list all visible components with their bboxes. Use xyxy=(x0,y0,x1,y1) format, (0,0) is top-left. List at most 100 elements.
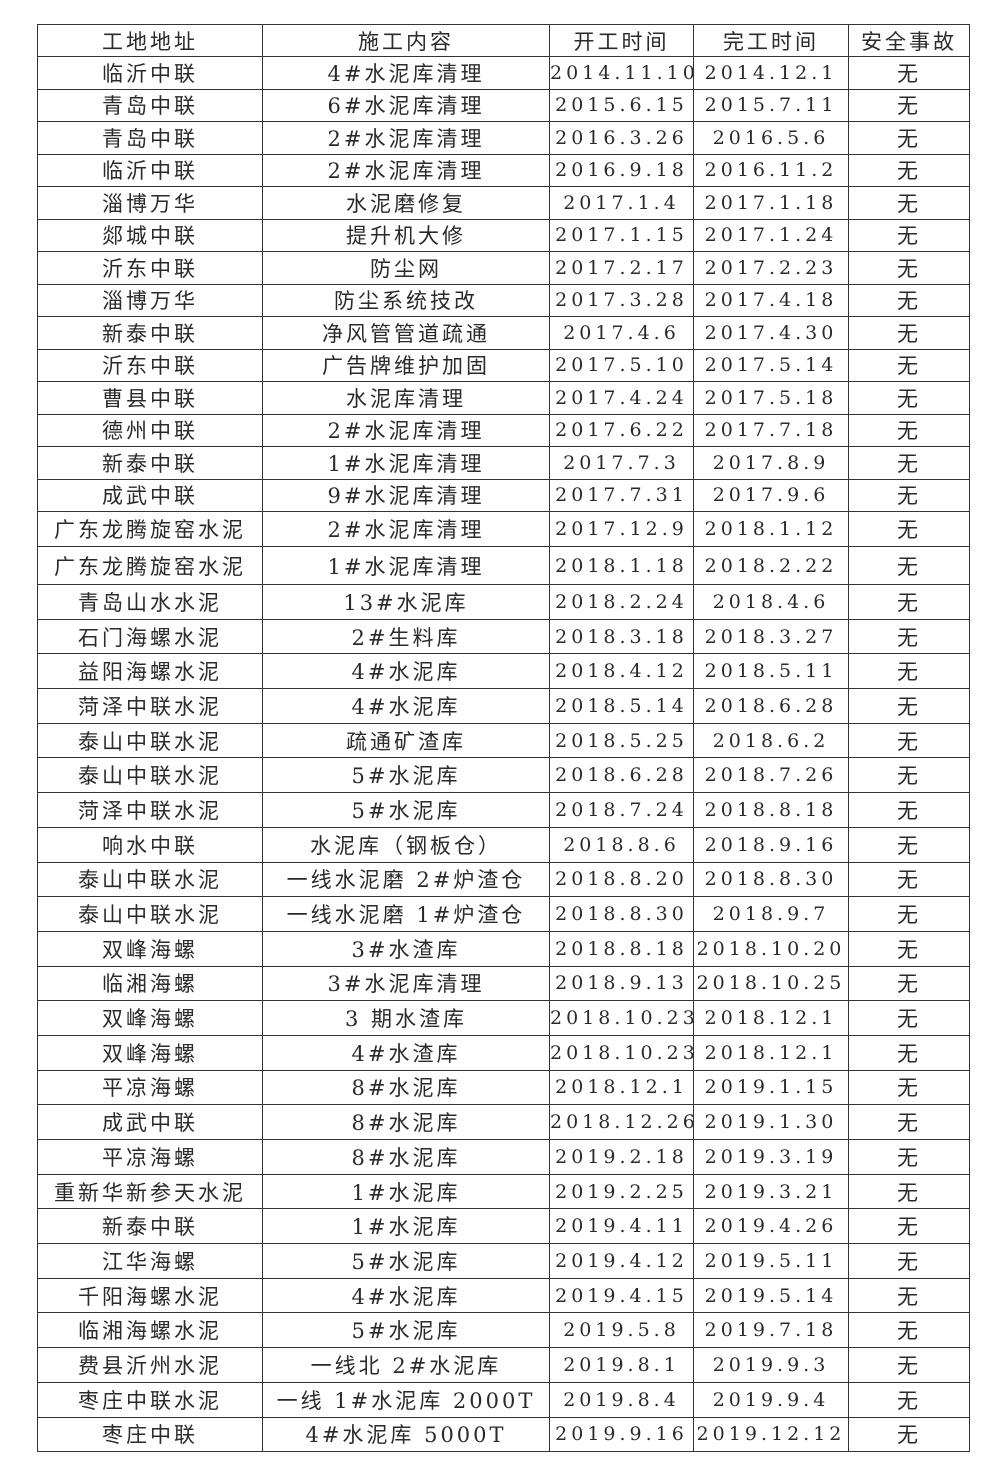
work-content-cell: 5#水泥库 xyxy=(262,1312,550,1349)
work-content-cell: 净风管管道疏通 xyxy=(262,316,550,350)
safety-incident-cell: 无 xyxy=(848,826,970,863)
start-date-cell: 2019.2.25 xyxy=(549,1173,694,1210)
site-address-cell: 枣庄中联 xyxy=(37,1416,263,1453)
site-address-cell: 沂东中联 xyxy=(37,251,263,285)
table-row: 菏泽中联水泥 5#水泥库 2018.7.24 2018.8.18 无 xyxy=(37,792,970,828)
work-content-cell: 防尘网 xyxy=(262,251,550,285)
site-address-cell: 费县沂州水泥 xyxy=(37,1347,263,1383)
safety-incident-cell: 无 xyxy=(848,1104,970,1140)
table-row: 费县沂州水泥 一线北 2#水泥库 2019.8.1 2019.9.3 无 xyxy=(37,1347,970,1383)
safety-incident-cell: 无 xyxy=(848,1243,970,1279)
start-date-cell: 2018.4.12 xyxy=(549,653,694,690)
end-date-cell: 2018.2.22 xyxy=(693,546,849,585)
site-address-cell: 曹县中联 xyxy=(37,381,263,415)
start-date-cell: 2018.12.26 xyxy=(549,1104,694,1140)
table-row: 成武中联 9#水泥库清理 2017.7.31 2017.9.6 无 xyxy=(37,478,970,512)
start-date-cell: 2014.11.10 xyxy=(549,56,694,90)
table-row: 江华海螺 5#水泥库 2019.4.12 2019.5.11 无 xyxy=(37,1243,970,1279)
work-content-cell: 提升机大修 xyxy=(262,218,550,252)
end-date-cell: 2018.4.6 xyxy=(693,584,849,620)
start-date-cell: 2017.1.4 xyxy=(549,186,694,220)
end-date-cell: 2018.6.28 xyxy=(693,688,849,724)
start-date-cell: 2016.3.26 xyxy=(549,121,694,155)
site-address-cell: 新泰中联 xyxy=(37,1208,263,1245)
table-row: 平凉海螺 8#水泥库 2018.12.1 2019.1.15 无 xyxy=(37,1069,970,1106)
safety-incident-cell: 无 xyxy=(848,1000,970,1036)
site-address-cell: 泰山中联水泥 xyxy=(37,861,263,898)
end-date-cell: 2017.5.14 xyxy=(693,348,849,382)
work-content-cell: 广告牌维护加固 xyxy=(262,348,550,382)
start-date-cell: 2017.4.6 xyxy=(549,316,694,350)
construction-records-table: 工地地址 施工内容 开工时间 完工时间 安全事故 临沂中联 4#水泥库清理 2014… xyxy=(37,24,970,1453)
safety-incident-cell: 无 xyxy=(848,1069,970,1106)
table-row: 双峰海螺 3 期水渣库 2018.10.23 2018.12.1 无 xyxy=(37,1000,970,1036)
table-row: 枣庄中联 4#水泥库 5000T 2019.9.16 2019.12.12 无 xyxy=(37,1416,970,1453)
safety-incident-cell: 无 xyxy=(848,153,970,187)
work-content-cell: 一线水泥磨 2#炉渣仓 xyxy=(262,861,550,898)
safety-incident-cell: 无 xyxy=(848,546,970,585)
table-row: 新泰中联 1#水泥库 2019.4.11 2019.4.26 无 xyxy=(37,1208,970,1245)
end-date-cell: 2019.12.12 xyxy=(693,1416,849,1453)
header-work-content: 施工内容 xyxy=(262,24,550,57)
work-content-cell: 水泥库清理 xyxy=(262,381,550,415)
table-row: 新泰中联 净风管管道疏通 2017.4.6 2017.4.30 无 xyxy=(37,316,970,350)
table-row: 临沂中联 2#水泥库清理 2016.9.18 2016.11.2 无 xyxy=(37,153,970,187)
end-date-cell: 2017.5.18 xyxy=(693,381,849,415)
end-date-cell: 2019.5.14 xyxy=(693,1277,849,1314)
safety-incident-cell: 无 xyxy=(848,757,970,794)
table-row: 石门海螺水泥 2#生料库 2018.3.18 2018.3.27 无 xyxy=(37,618,970,655)
start-date-cell: 2018.8.18 xyxy=(549,930,694,967)
table-row: 重新华新参天水泥 1#水泥库 2019.2.25 2019.3.21 无 xyxy=(37,1173,970,1210)
end-date-cell: 2018.9.7 xyxy=(693,896,849,932)
work-content-cell: 6#水泥库清理 xyxy=(262,88,550,122)
start-date-cell: 2019.8.1 xyxy=(549,1347,694,1383)
table-row: 青岛山水水泥 13#水泥库 2018.2.24 2018.4.6 无 xyxy=(37,584,970,620)
safety-incident-cell: 无 xyxy=(848,584,970,620)
table-row: 枣庄中联水泥 一线 1#水泥库 2000T 2019.8.4 2019.9.4 无 xyxy=(37,1381,970,1418)
start-date-cell: 2019.5.8 xyxy=(549,1312,694,1349)
site-address-cell: 青岛中联 xyxy=(37,121,263,155)
site-address-cell: 双峰海螺 xyxy=(37,1034,263,1071)
work-content-cell: 5#水泥库 xyxy=(262,757,550,794)
safety-incident-cell: 无 xyxy=(848,121,970,155)
header-site-address: 工地地址 xyxy=(37,24,263,57)
table-row: 曹县中联 水泥库清理 2017.4.24 2017.5.18 无 xyxy=(37,381,970,415)
work-content-cell: 2#水泥库清理 xyxy=(262,413,550,447)
end-date-cell: 2017.1.18 xyxy=(693,186,849,220)
work-content-cell: 1#水泥库清理 xyxy=(262,446,550,480)
safety-incident-cell: 无 xyxy=(848,1416,970,1453)
site-address-cell: 响水中联 xyxy=(37,826,263,863)
safety-incident-cell: 无 xyxy=(848,1347,970,1383)
start-date-cell: 2017.5.10 xyxy=(549,348,694,382)
end-date-cell: 2016.11.2 xyxy=(693,153,849,187)
table-row: 淄博万华 水泥磨修复 2017.1.4 2017.1.18 无 xyxy=(37,186,970,220)
table-row: 临湘海螺水泥 5#水泥库 2019.5.8 2019.7.18 无 xyxy=(37,1312,970,1349)
safety-incident-cell: 无 xyxy=(848,653,970,690)
site-address-cell: 泰山中联水泥 xyxy=(37,896,263,932)
start-date-cell: 2018.10.23 xyxy=(549,1000,694,1036)
work-content-cell: 5#水泥库 xyxy=(262,1243,550,1279)
end-date-cell: 2017.4.30 xyxy=(693,316,849,350)
start-date-cell: 2018.5.14 xyxy=(549,688,694,724)
work-content-cell: 水泥磨修复 xyxy=(262,186,550,220)
safety-incident-cell: 无 xyxy=(848,56,970,90)
safety-incident-cell: 无 xyxy=(848,1312,970,1349)
table-row: 郯城中联 提升机大修 2017.1.15 2017.1.24 无 xyxy=(37,218,970,252)
end-date-cell: 2017.4.18 xyxy=(693,283,849,317)
table-row: 双峰海螺 3#水渣库 2018.8.18 2018.10.20 无 xyxy=(37,930,970,967)
safety-incident-cell: 无 xyxy=(848,930,970,967)
start-date-cell: 2018.8.20 xyxy=(549,861,694,898)
table-row: 平凉海螺 8#水泥库 2019.2.18 2019.3.19 无 xyxy=(37,1139,970,1175)
site-address-cell: 青岛中联 xyxy=(37,88,263,122)
start-date-cell: 2017.4.24 xyxy=(549,381,694,415)
start-date-cell: 2018.5.25 xyxy=(549,722,694,759)
end-date-cell: 2018.10.25 xyxy=(693,965,849,1002)
site-address-cell: 新泰中联 xyxy=(37,316,263,350)
work-content-cell: 4#水泥库 xyxy=(262,653,550,690)
safety-incident-cell: 无 xyxy=(848,1034,970,1071)
site-address-cell: 成武中联 xyxy=(37,478,263,512)
site-address-cell: 临沂中联 xyxy=(37,153,263,187)
work-content-cell: 一线 1#水泥库 2000T xyxy=(262,1381,550,1418)
safety-incident-cell: 无 xyxy=(848,688,970,724)
work-content-cell: 1#水泥库 xyxy=(262,1173,550,1210)
